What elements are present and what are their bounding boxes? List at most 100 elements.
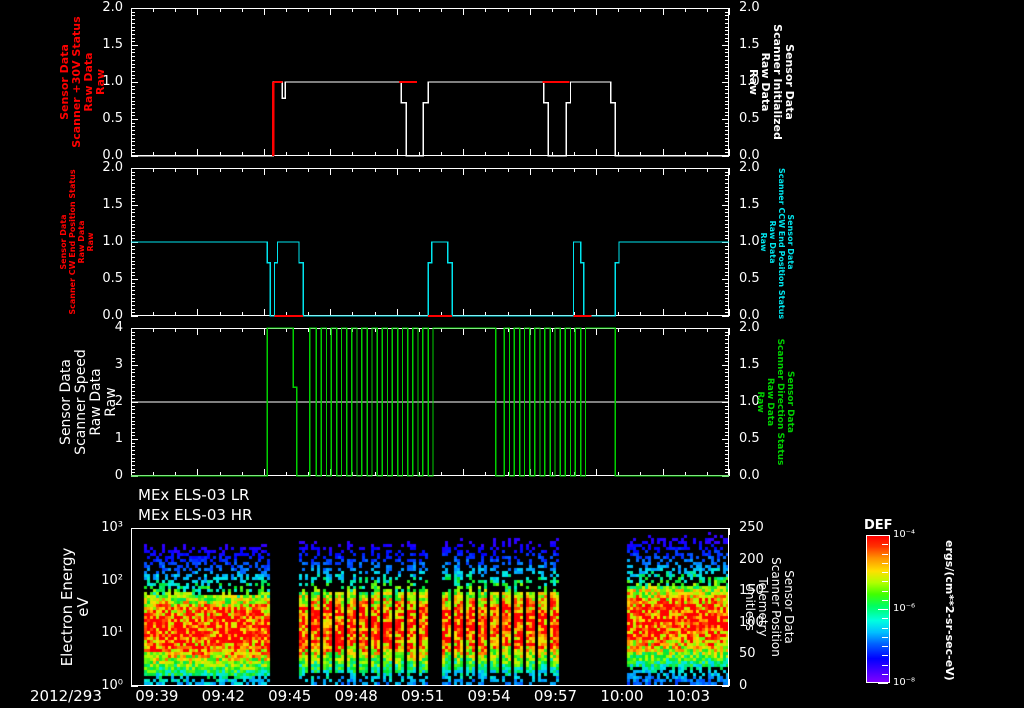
y-tick-label: 1 xyxy=(114,431,123,446)
x-minor-tick xyxy=(640,472,642,476)
y-minor-tick xyxy=(725,190,729,192)
y-minor-tick xyxy=(131,342,135,344)
x-minor-tick xyxy=(308,472,310,476)
x-minor-tick xyxy=(286,312,288,316)
x-minor-tick xyxy=(418,312,420,316)
x-minor-tick xyxy=(396,8,398,12)
x-minor-tick xyxy=(706,472,708,476)
time-axis-tick-label: 10:03 xyxy=(666,687,710,705)
y-tick-label: 1.0 xyxy=(102,74,123,89)
colorbar-minor-tick xyxy=(882,553,888,555)
y-minor-tick xyxy=(131,271,135,273)
x-minor-tick xyxy=(286,472,288,476)
colorbar-tick-label: 10⁻⁶ xyxy=(893,603,916,614)
x-minor-tick xyxy=(684,328,686,332)
axis-label-line: Raw xyxy=(94,68,107,96)
y-minor-tick xyxy=(131,8,135,9)
y-tick-label: 1.5 xyxy=(739,37,760,52)
x-minor-tick xyxy=(507,8,509,12)
x-minor-tick xyxy=(396,168,398,172)
y-tick-label: 0.5 xyxy=(102,271,123,286)
x-minor-tick xyxy=(729,682,730,686)
y-minor-tick xyxy=(131,450,135,452)
y-minor-tick xyxy=(131,279,135,280)
y-tick-label: 0 xyxy=(114,468,123,483)
x-minor-tick xyxy=(396,312,398,316)
x-minor-tick xyxy=(175,312,177,316)
y-minor-tick xyxy=(131,290,135,292)
y-minor-tick xyxy=(131,56,135,58)
x-minor-tick xyxy=(463,328,465,332)
x-minor-tick xyxy=(418,328,420,332)
y-minor-tick xyxy=(725,41,729,43)
y-minor-tick xyxy=(725,446,729,448)
y-minor-tick xyxy=(131,96,135,98)
y-minor-tick xyxy=(725,111,729,113)
x-minor-tick xyxy=(352,168,354,172)
x-minor-tick xyxy=(197,328,199,332)
y-minor-tick xyxy=(725,290,729,292)
x-minor-tick xyxy=(219,328,221,332)
y-minor-tick xyxy=(131,52,135,54)
y-tick-label: 2.0 xyxy=(739,160,760,175)
axis-label-line: Raw Data xyxy=(765,377,775,427)
colorbar-tick-label: 10⁻⁸ xyxy=(893,677,916,688)
x-minor-tick xyxy=(175,8,177,12)
time-axis-tick-label: 09:48 xyxy=(334,687,378,705)
x-minor-tick xyxy=(618,8,620,12)
y-tick-label: 4 xyxy=(114,320,123,335)
y-minor-tick xyxy=(725,394,729,396)
y-minor-tick xyxy=(131,93,135,95)
y-minor-tick xyxy=(131,26,135,28)
x-minor-tick xyxy=(618,168,620,172)
y-minor-tick xyxy=(725,457,729,459)
y-minor-tick xyxy=(725,133,729,135)
x-minor-tick xyxy=(729,168,730,172)
y-minor-tick xyxy=(131,19,135,21)
x-minor-tick xyxy=(485,168,487,172)
y-minor-tick xyxy=(725,223,729,225)
colorbar-minor-tick xyxy=(882,673,888,675)
y-tick-label: 0.5 xyxy=(739,431,760,446)
y-minor-tick xyxy=(725,219,729,221)
x-minor-tick xyxy=(729,472,730,476)
x-minor-tick xyxy=(640,328,642,332)
y-minor-tick xyxy=(131,89,135,91)
y-minor-tick xyxy=(725,427,729,429)
y-tick-label: 0.0 xyxy=(739,148,760,163)
panel-4-left-axis-label: Electron Energy eV xyxy=(58,528,92,686)
y-minor-tick xyxy=(131,335,135,337)
x-minor-tick xyxy=(197,472,199,476)
time-axis-date: 2012/293 xyxy=(30,687,102,705)
y-minor-tick xyxy=(131,152,135,154)
x-minor-tick xyxy=(263,152,265,156)
y-minor-tick xyxy=(131,468,135,470)
y-minor-tick xyxy=(725,52,729,54)
y-minor-tick xyxy=(725,115,729,117)
x-minor-tick xyxy=(507,472,509,476)
y-tick-label: 1.0 xyxy=(102,234,123,249)
colorbar-minor-tick xyxy=(882,655,888,657)
y-minor-tick xyxy=(725,15,729,17)
x-minor-tick xyxy=(618,328,620,332)
y-minor-tick xyxy=(725,464,729,466)
x-minor-tick xyxy=(219,472,221,476)
x-minor-tick xyxy=(352,312,354,316)
y-minor-tick xyxy=(131,282,135,284)
y-minor-tick xyxy=(725,122,729,124)
x-minor-tick xyxy=(529,328,531,332)
x-minor-tick xyxy=(219,152,221,156)
y-minor-tick xyxy=(131,245,135,247)
y-minor-tick xyxy=(725,420,729,422)
time-axis-tick-label: 09:54 xyxy=(467,687,511,705)
y-minor-tick xyxy=(725,182,729,184)
y-minor-tick xyxy=(725,193,729,195)
y-minor-tick xyxy=(725,413,729,415)
x-minor-tick xyxy=(618,152,620,156)
y-tick-label: 1.0 xyxy=(739,74,760,89)
x-minor-tick xyxy=(684,472,686,476)
x-minor-tick xyxy=(507,152,509,156)
y-minor-tick xyxy=(131,457,135,459)
y-minor-tick xyxy=(131,264,135,266)
y-minor-tick xyxy=(725,63,729,65)
